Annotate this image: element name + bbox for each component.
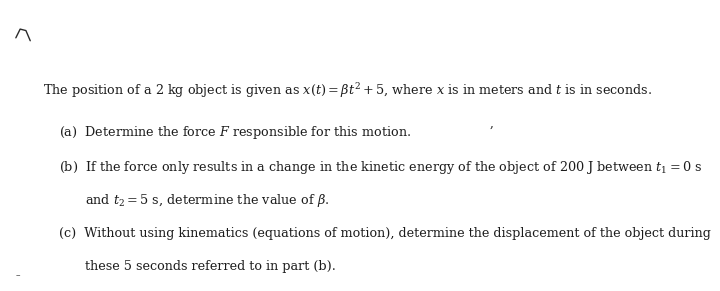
Text: (b)  If the force only results in a change in the kinetic energy of the object o: (b) If the force only results in a chang… <box>59 159 703 175</box>
Text: and $t_2 = 5$ s, determine the value of $\beta$.: and $t_2 = 5$ s, determine the value of … <box>85 192 329 209</box>
Text: (a)  Determine the force $F$ responsible for this motion.: (a) Determine the force $F$ responsible … <box>59 124 411 141</box>
Text: these 5 seconds referred to in part (b).: these 5 seconds referred to in part (b). <box>85 260 336 274</box>
Text: ,: , <box>490 116 493 129</box>
Text: (c)  Without using kinematics (equations of motion), determine the displacement : (c) Without using kinematics (equations … <box>59 227 711 240</box>
Text: The position of a 2 kg object is given as $x(t) = \beta t^2 + 5$, where $x$ is i: The position of a 2 kg object is given a… <box>43 81 652 100</box>
Text: –: – <box>16 271 20 280</box>
